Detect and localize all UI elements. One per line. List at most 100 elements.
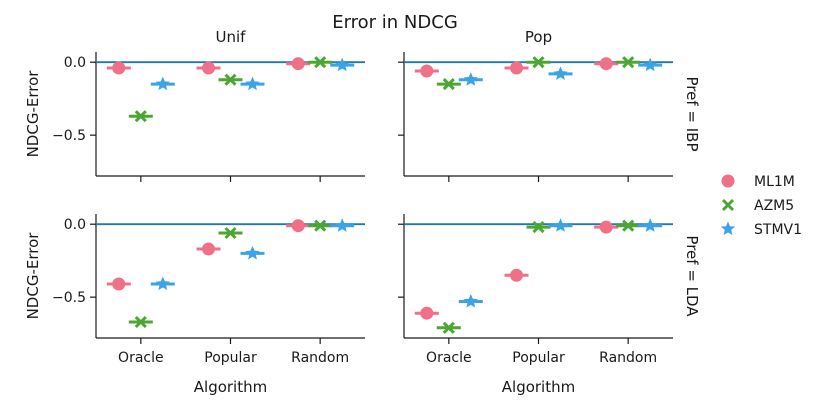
legend-marker-ml1m <box>721 174 735 188</box>
point-azm5-random <box>308 56 333 69</box>
point-ml1m-oracle-marker <box>112 61 126 75</box>
point-stmv1-popular <box>548 218 573 232</box>
point-ml1m-random <box>286 57 311 71</box>
point-ml1m-popular <box>504 61 529 75</box>
y-axis-label: NDCG-Error <box>24 70 42 158</box>
legend-item-azm5: AZM5 <box>721 198 794 214</box>
point-ml1m-random-marker <box>599 57 613 71</box>
point-ml1m-popular-marker <box>510 268 523 282</box>
point-azm5-oracle-marker <box>134 110 147 123</box>
panel-r1-c0: 0.0 −0.5 Oracle Popular Random NDCG-Error Algo… <box>24 214 365 396</box>
point-ml1m-random-marker <box>291 57 305 71</box>
x-axis-label: Algorithm <box>194 378 267 396</box>
point-azm5-oracle <box>128 315 153 329</box>
point-ml1m-oracle <box>106 277 131 291</box>
point-ml1m-random <box>594 57 619 71</box>
point-azm5-popular <box>218 73 243 86</box>
y-tick-label: −0.5 <box>52 290 86 306</box>
point-azm5-random-marker <box>314 219 327 232</box>
chart-title: Error in NDCG <box>332 12 458 33</box>
row-title: Pref = LDA <box>683 235 701 317</box>
point-ml1m-oracle-marker <box>112 277 126 291</box>
point-ml1m-popular-marker <box>202 242 215 256</box>
legend-marker-azm5 <box>721 198 735 212</box>
point-ml1m-oracle <box>414 64 439 78</box>
y-axis-label: NDCG-Error <box>24 232 42 320</box>
point-azm5-oracle-marker <box>134 315 147 329</box>
point-azm5-popular-marker <box>532 56 545 69</box>
x-tick-label: Random <box>599 350 657 366</box>
point-ml1m-oracle <box>414 306 439 320</box>
point-ml1m-oracle-marker <box>420 64 434 78</box>
point-ml1m-oracle-marker <box>420 306 434 320</box>
point-azm5-random-marker <box>314 56 327 69</box>
point-azm5-oracle-marker <box>442 78 455 91</box>
y-tick-label: 0.0 <box>64 217 86 233</box>
panel-r0-c1: Pop Pref = IBP <box>398 28 701 182</box>
point-stmv1-oracle-marker <box>155 76 170 91</box>
legend-label: STMV1 <box>754 222 802 238</box>
point-azm5-oracle <box>128 110 153 123</box>
point-stmv1-oracle-marker <box>155 276 170 291</box>
point-azm5-oracle <box>436 321 461 334</box>
point-stmv1-random <box>638 218 663 232</box>
legend: ML1M AZM5 STMV1 <box>720 174 802 238</box>
point-stmv1-random <box>330 57 355 72</box>
point-azm5-popular-marker <box>532 221 545 234</box>
point-stmv1-oracle <box>458 72 483 86</box>
point-azm5-random <box>616 219 641 232</box>
point-azm5-oracle <box>436 78 461 91</box>
legend-circle-icon <box>721 174 735 188</box>
point-stmv1-random-marker <box>335 218 350 232</box>
point-ml1m-popular-marker <box>202 61 215 75</box>
panel-r0-c0: 0.0 −0.5 Unif NDCG-Error <box>24 28 365 182</box>
legend-marker-stmv1 <box>720 221 736 236</box>
point-azm5-popular <box>526 56 551 69</box>
point-ml1m-popular-marker <box>510 61 523 75</box>
point-stmv1-random <box>638 57 663 72</box>
point-azm5-popular-marker <box>224 73 237 86</box>
point-stmv1-oracle <box>150 76 175 91</box>
y-tick-label: 0.0 <box>64 55 86 71</box>
point-stmv1-oracle-marker <box>463 294 478 308</box>
point-ml1m-popular <box>504 268 529 282</box>
y-tick-label: −0.5 <box>52 128 86 144</box>
x-tick-label: Popular <box>204 350 257 366</box>
point-stmv1-random <box>330 218 355 232</box>
panel-r1-c1: Oracle Popular Random Pref = LDA Algorithm <box>398 214 701 396</box>
x-tick-label: Oracle <box>426 350 472 366</box>
point-stmv1-popular <box>240 245 265 260</box>
point-azm5-oracle-marker <box>442 321 455 334</box>
point-azm5-random-marker <box>622 56 635 69</box>
legend-x-icon <box>721 198 735 212</box>
row-title: Pref = IBP <box>683 77 701 152</box>
point-azm5-random <box>308 219 333 232</box>
point-stmv1-popular <box>240 76 265 91</box>
point-ml1m-popular <box>196 242 221 256</box>
point-stmv1-random-marker <box>643 218 658 232</box>
point-stmv1-oracle <box>458 294 483 308</box>
x-tick-label: Popular <box>512 350 565 366</box>
point-stmv1-popular-marker <box>553 66 568 80</box>
point-stmv1-popular <box>548 66 573 80</box>
point-stmv1-popular-marker <box>245 76 260 91</box>
x-tick-label: Oracle <box>118 350 164 366</box>
point-azm5-random <box>616 56 641 69</box>
point-azm5-random-marker <box>622 219 635 232</box>
point-ml1m-random <box>286 219 311 233</box>
x-axis-label: Algorithm <box>502 378 575 396</box>
point-stmv1-popular-marker <box>245 245 260 260</box>
legend-label: AZM5 <box>754 198 794 214</box>
legend-star-icon <box>720 221 736 236</box>
point-stmv1-popular-marker <box>553 218 568 232</box>
point-ml1m-popular <box>196 61 221 75</box>
point-azm5-popular <box>218 226 243 240</box>
column-title: Unif <box>216 28 247 46</box>
legend-item-stmv1: STMV1 <box>720 221 802 238</box>
point-ml1m-random-marker <box>599 220 613 234</box>
column-title: Pop <box>525 28 552 46</box>
x-tick-label: Random <box>291 350 349 366</box>
legend-label: ML1M <box>754 174 795 190</box>
point-stmv1-oracle-marker <box>463 72 478 86</box>
